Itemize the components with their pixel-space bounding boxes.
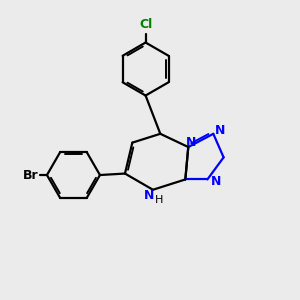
- Text: N: N: [214, 124, 225, 137]
- Text: N: N: [211, 175, 221, 188]
- Text: Cl: Cl: [139, 18, 152, 31]
- Text: H: H: [155, 195, 164, 205]
- Text: Br: Br: [22, 169, 38, 182]
- Text: N: N: [186, 136, 196, 148]
- Text: N: N: [144, 188, 154, 202]
